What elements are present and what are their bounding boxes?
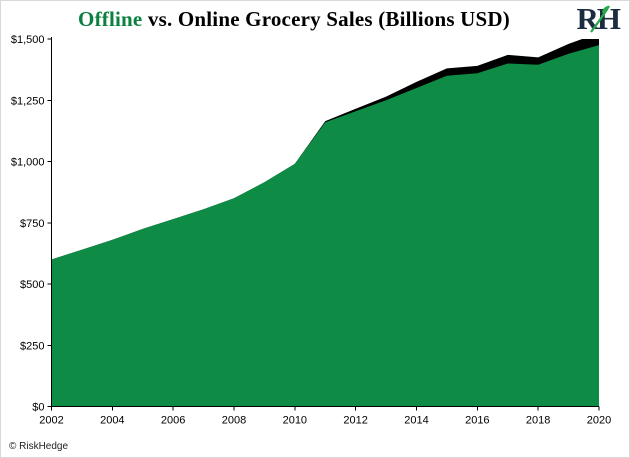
chart-title: Offline vs. Online Grocery Sales (Billio… [1,7,587,32]
y-tick-label: $1,000 [11,157,45,169]
x-tick-label: 2014 [404,415,428,427]
y-tick-label: $1,500 [11,35,45,46]
y-tick-label: $250 [20,340,44,352]
x-tick-label: 2004 [100,415,124,427]
x-tick-label: 2018 [526,415,550,427]
chart-title-offline: Offline [78,7,143,31]
x-tick-label: 2016 [465,415,489,427]
riskhedge-logo-text: RH [576,1,621,36]
x-tick-label: 2006 [161,415,185,427]
y-tick-label: $500 [20,279,44,291]
x-tick-label: 2002 [39,415,63,427]
riskhedge-logo: RH [576,1,621,37]
chart-title-rest: vs. Online Grocery Sales (Billions USD) [142,7,510,31]
y-tick-label: $750 [20,218,44,230]
x-tick-label: 2010 [283,415,307,427]
x-tick-label: 2008 [222,415,246,427]
copyright-note: © RiskHedge [9,441,69,452]
x-tick-label: 2012 [343,415,367,427]
y-tick-label: $0 [32,402,44,414]
chart-svg: $0 $250 $500 $750 $1,000 $1,250 $1,500 2002 2004… [11,35,611,427]
y-tick-label: $1,250 [11,95,45,107]
offline-area [51,45,599,407]
x-tick-label: 2020 [587,415,611,427]
